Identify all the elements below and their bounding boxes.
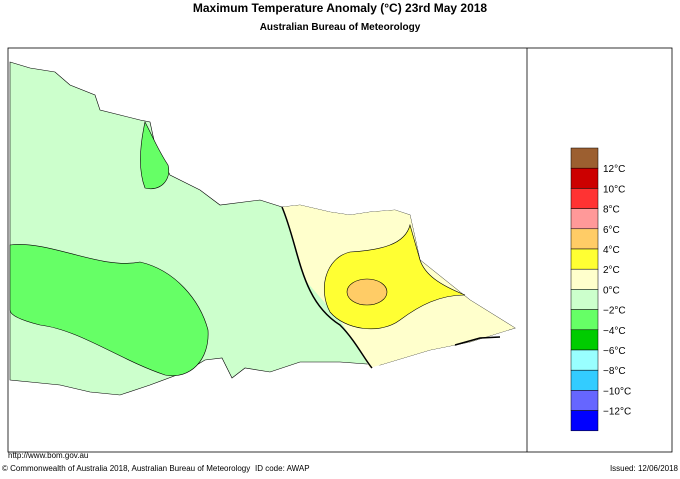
legend-label: −4°C	[603, 326, 626, 337]
legend-swatch	[570, 390, 599, 411]
legend-swatch	[570, 349, 599, 371]
legend-swatch	[570, 147, 599, 169]
legend-label: 6°C	[603, 225, 620, 236]
id-code: ID code: AWAP	[255, 464, 310, 473]
legend-label: −6°C	[603, 346, 626, 357]
legend-swatch	[570, 248, 599, 270]
legend-label: −8°C	[603, 366, 626, 377]
boundary	[281, 206, 373, 369]
legend-swatch	[570, 369, 599, 391]
copyright: © Commonwealth of Australia 2018, Austra…	[2, 464, 250, 473]
frame	[7, 47, 673, 453]
legend: 12°C 10°C 8°C 6°C 4°C 2°C 0°C −2°C −4°C −6°C −8°C −…	[570, 147, 631, 432]
legend-swatch	[570, 208, 599, 230]
legend-swatch	[570, 188, 599, 209]
legend-label: 0°C	[603, 285, 620, 296]
title: Maximum Temperature Anomaly (°C) 23rd Ma…	[193, 1, 488, 15]
legend-label: −12°C	[603, 407, 631, 418]
legend-label: 2°C	[603, 265, 620, 276]
url: http://www.bom.gov.au	[8, 451, 88, 460]
legend-label: −10°C	[603, 386, 631, 397]
legend-label: 12°C	[603, 164, 625, 175]
map	[9, 61, 516, 396]
legend-label: 4°C	[603, 245, 620, 256]
legend-swatch	[570, 309, 599, 331]
legend-swatch	[570, 289, 599, 310]
orange-region	[346, 278, 388, 306]
legend-swatch	[570, 329, 599, 351]
legend-label: 8°C	[603, 205, 620, 216]
legend-swatch	[570, 410, 599, 432]
green-region	[9, 244, 209, 377]
legend-swatch	[570, 228, 599, 250]
subtitle: Australian Bureau of Meteorology	[260, 22, 421, 33]
legend-swatch	[570, 167, 599, 189]
issued: Issued: 12/06/2018	[610, 464, 679, 473]
legend-label: 10°C	[603, 184, 625, 195]
legend-swatch	[570, 268, 599, 290]
green-region-north	[140, 121, 170, 190]
legend-label: −2°C	[603, 306, 626, 317]
coast-east	[454, 336, 501, 346]
